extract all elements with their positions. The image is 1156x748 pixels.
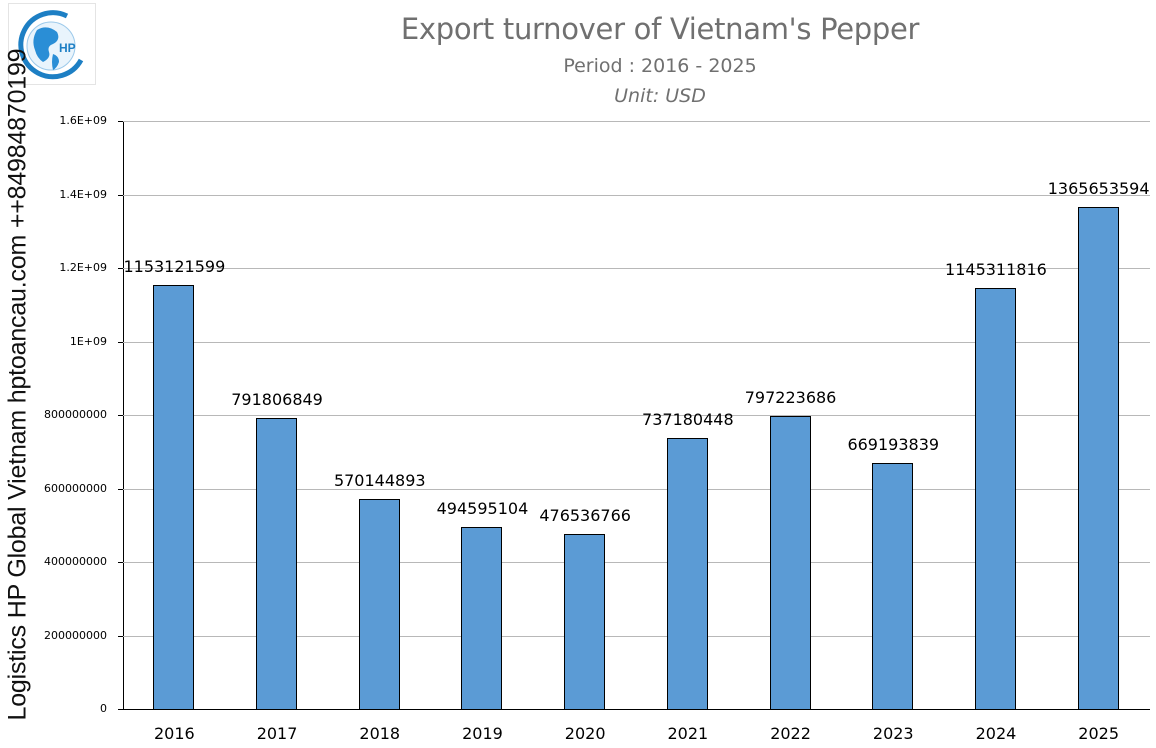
bar-2024 — [974, 288, 1016, 710]
data-label: 1145311816 — [945, 260, 1047, 280]
bar-2017 — [256, 418, 298, 710]
gridline — [123, 562, 1150, 563]
y-tick-label: 800000000 — [44, 408, 107, 421]
chart-title: Export turnover of Vietnam's Pepper — [400, 12, 920, 46]
y-tick — [118, 341, 123, 343]
y-tick-label: 1.4E+09 — [59, 187, 107, 201]
x-tick-label: 2018 — [359, 724, 401, 743]
bar-2021 — [666, 438, 708, 710]
bar-2018 — [358, 499, 400, 710]
y-tick-label: 1.6E+09 — [59, 114, 107, 127]
y-tick-label: 0 — [100, 702, 107, 715]
y-tick — [118, 709, 123, 710]
gridline — [123, 415, 1150, 416]
x-tick-label: 2023 — [872, 724, 914, 743]
data-label: 1365653594 — [1047, 179, 1150, 199]
x-tick-label: 2020 — [564, 724, 606, 743]
y-tick — [118, 194, 123, 196]
bar-2023 — [872, 463, 914, 710]
bar-2025 — [1077, 207, 1119, 710]
bar-2016 — [153, 285, 195, 710]
plot-area: 0 200000000 400000000 600000000 800000000 1E+… — [44, 114, 1150, 743]
x-tick-label: 2016 — [153, 724, 195, 743]
bar-2019 — [461, 527, 503, 710]
y-tick — [118, 121, 123, 122]
gridline — [123, 488, 1150, 490]
bar-2020 — [564, 533, 606, 710]
x-tick-label: 2025 — [1078, 724, 1119, 743]
x-tick-label: 2022 — [770, 724, 811, 743]
y-tick-label: 600000000 — [44, 481, 107, 495]
bar-2022 — [769, 416, 811, 710]
y-tick — [118, 635, 123, 637]
data-label: 1153121599 — [123, 257, 226, 277]
data-label: 570144893 — [333, 471, 426, 491]
data-label: 494595104 — [436, 499, 529, 519]
data-label: 737180448 — [642, 410, 734, 430]
y-tick — [118, 268, 123, 269]
chart-unit: Unit: USD — [614, 85, 706, 107]
data-label: 797223686 — [744, 388, 837, 408]
gridline — [123, 268, 1150, 269]
y-tick — [118, 562, 123, 563]
chart-subtitle: Period : 2016 - 2025 — [563, 55, 757, 77]
x-tick-label: 2024 — [975, 724, 1017, 743]
x-axis — [123, 709, 1150, 710]
gridline — [123, 194, 1150, 196]
data-label: 791806849 — [231, 390, 323, 409]
y-tick — [118, 488, 123, 490]
gridline — [123, 341, 1150, 343]
y-tick-label: 1E+09 — [69, 334, 107, 348]
data-label: 669193839 — [847, 435, 940, 455]
y-tick-label: 200000000 — [44, 628, 107, 642]
svg-text:HP: HP — [59, 41, 76, 55]
y-tick-label: 1.2E+09 — [59, 261, 107, 274]
x-tick-label: 2021 — [667, 724, 709, 743]
globe-logo-icon: HP — [18, 10, 84, 80]
y-tick — [118, 415, 123, 416]
gridline — [123, 121, 1150, 122]
y-tick-label: 400000000 — [44, 555, 107, 568]
company-logo: HP — [8, 3, 96, 85]
x-tick-label: 2017 — [256, 724, 298, 743]
gridline — [123, 635, 1150, 637]
x-tick-label: 2019 — [462, 724, 503, 743]
data-label: 476536766 — [539, 505, 631, 525]
